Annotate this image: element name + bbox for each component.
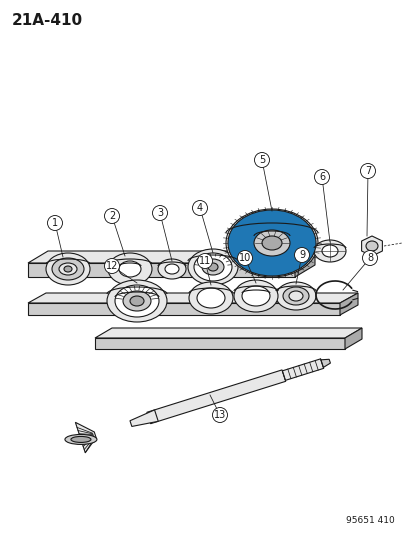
Polygon shape [339, 293, 357, 315]
Ellipse shape [189, 282, 233, 314]
Text: 2: 2 [109, 211, 115, 221]
Ellipse shape [261, 236, 281, 250]
Text: 11: 11 [198, 256, 211, 266]
Text: 95651 410: 95651 410 [345, 516, 394, 525]
Circle shape [197, 254, 212, 269]
Text: 10: 10 [238, 253, 251, 263]
Ellipse shape [108, 253, 152, 285]
Ellipse shape [188, 249, 237, 285]
Ellipse shape [365, 241, 377, 251]
Circle shape [237, 251, 252, 265]
Ellipse shape [254, 230, 289, 256]
Polygon shape [28, 293, 357, 303]
Circle shape [212, 408, 227, 423]
Text: 6: 6 [318, 172, 324, 182]
Circle shape [152, 206, 167, 221]
Ellipse shape [59, 263, 77, 275]
Ellipse shape [202, 259, 223, 275]
Circle shape [47, 215, 62, 230]
Ellipse shape [165, 264, 178, 274]
Circle shape [314, 169, 329, 184]
Ellipse shape [107, 280, 166, 322]
Ellipse shape [123, 291, 151, 311]
Ellipse shape [194, 253, 231, 281]
Ellipse shape [228, 210, 315, 276]
Polygon shape [361, 236, 382, 256]
Polygon shape [28, 251, 314, 263]
Polygon shape [130, 410, 158, 426]
Text: 1: 1 [52, 218, 58, 228]
Ellipse shape [65, 434, 97, 445]
Circle shape [192, 200, 207, 215]
Ellipse shape [313, 240, 345, 262]
Text: 9: 9 [298, 250, 304, 260]
Ellipse shape [52, 258, 84, 280]
Ellipse shape [207, 263, 218, 271]
Ellipse shape [275, 282, 315, 310]
Polygon shape [28, 263, 294, 277]
Circle shape [294, 247, 309, 262]
Polygon shape [344, 328, 361, 349]
Ellipse shape [71, 437, 91, 442]
Polygon shape [28, 303, 339, 315]
Polygon shape [282, 359, 323, 381]
Text: 3: 3 [157, 208, 163, 218]
Ellipse shape [321, 245, 337, 257]
Ellipse shape [197, 288, 224, 308]
Polygon shape [95, 328, 361, 338]
Polygon shape [147, 370, 285, 424]
Circle shape [104, 208, 119, 223]
Ellipse shape [115, 285, 159, 317]
Ellipse shape [119, 261, 141, 277]
Text: 4: 4 [197, 203, 202, 213]
Ellipse shape [233, 280, 277, 312]
Text: 7: 7 [364, 166, 370, 176]
Circle shape [254, 152, 269, 167]
Text: 12: 12 [106, 261, 118, 271]
Circle shape [104, 259, 119, 273]
Polygon shape [75, 422, 96, 453]
Text: 21A-410: 21A-410 [12, 13, 83, 28]
Ellipse shape [158, 259, 185, 279]
Text: 13: 13 [214, 410, 225, 420]
Circle shape [360, 164, 375, 179]
Ellipse shape [225, 209, 317, 277]
Ellipse shape [242, 286, 269, 306]
Text: 8: 8 [366, 253, 372, 263]
Text: 5: 5 [258, 155, 264, 165]
Ellipse shape [64, 266, 72, 272]
Polygon shape [320, 359, 330, 367]
Ellipse shape [282, 287, 308, 305]
Polygon shape [294, 251, 314, 277]
Circle shape [362, 251, 377, 265]
Ellipse shape [130, 296, 144, 306]
Ellipse shape [288, 291, 302, 301]
Ellipse shape [46, 253, 90, 285]
Polygon shape [95, 338, 344, 349]
